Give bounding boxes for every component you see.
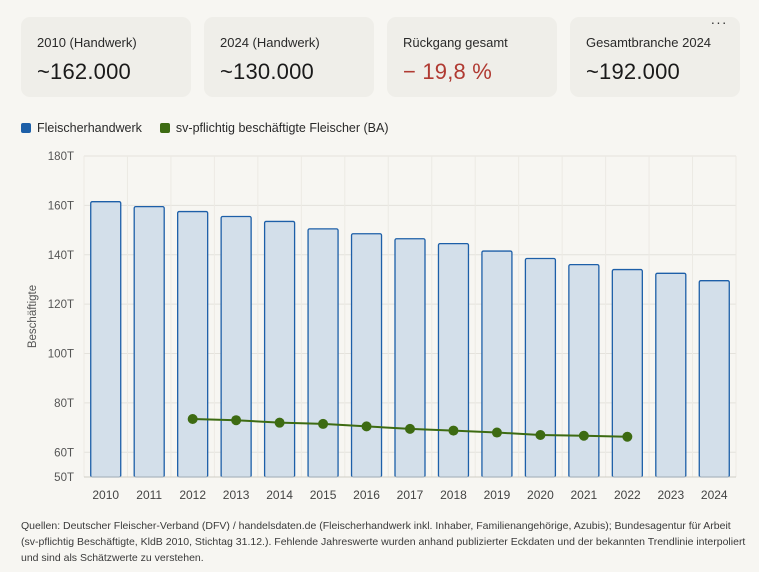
x-tick-label: 2010	[92, 488, 119, 502]
kpi-card-industry: ··· Gesamtbranche 2024 ~192.000	[570, 14, 740, 97]
x-tick-label: 2015	[310, 488, 337, 502]
kpi-label: 2024 (Handwerk)	[220, 35, 320, 50]
y-tick-label: 50T	[54, 472, 74, 484]
bar	[220, 215, 252, 478]
y-axis-label: Beschäftigte	[27, 285, 39, 348]
kpi-label: Rückgang gesamt	[403, 35, 508, 50]
line-point	[578, 430, 589, 441]
x-tick-label: 2022	[614, 488, 641, 502]
x-tick-label: 2019	[484, 488, 511, 502]
kpi-value: − 19,8 %	[403, 59, 493, 84]
x-tick-label: 2024	[701, 488, 728, 502]
y-tick-label: 100T	[48, 349, 74, 361]
employment-chart: 180T 160T 140T 120T 100T 80T 60T 50T Beschäftigt…	[27, 151, 737, 502]
legend-item-ba[interactable]: sv-pflichtig beschäftigte Fleischer (BA)	[159, 121, 389, 135]
y-tick-label: 60T	[54, 447, 74, 459]
x-tick-label: 2020	[527, 488, 554, 502]
bar	[350, 233, 383, 478]
bar	[524, 257, 557, 478]
kpi-card-decline: Rückgang gesamt − 19,8 %	[387, 17, 557, 97]
more-options-button[interactable]: ···	[710, 14, 728, 30]
line-point	[274, 417, 285, 428]
bar	[177, 210, 209, 478]
bar	[698, 280, 730, 478]
line-point	[318, 418, 329, 429]
line-point	[231, 415, 242, 426]
kpi-value: ~130.000	[220, 59, 314, 84]
line-point	[361, 421, 372, 432]
bar	[307, 228, 339, 478]
y-tick-label: 160T	[48, 200, 74, 212]
kpi-value: ~162.000	[37, 59, 131, 84]
line-point	[535, 430, 546, 441]
x-tick-label: 2014	[266, 488, 293, 502]
legend-label: Fleischerhandwerk	[37, 121, 142, 135]
bar	[481, 250, 513, 478]
x-tick-label: 2011	[136, 488, 162, 502]
bar	[263, 220, 296, 478]
chart-legend: Fleischerhandwerk sv-pflichtig beschäfti…	[21, 121, 407, 135]
kpi-card-2010: 2010 (Handwerk) ~162.000	[21, 17, 191, 97]
bar	[133, 205, 165, 478]
line-point	[491, 427, 502, 438]
source-footnote: Quellen: Deutscher Fleischer-Verband (DF…	[21, 520, 746, 564]
y-tick-label: 120T	[48, 299, 74, 311]
x-tick-label: 2016	[353, 488, 380, 502]
bar	[568, 263, 600, 478]
legend-swatch-ba	[159, 123, 170, 133]
line-point	[448, 425, 459, 436]
x-tick-label: 2023	[657, 488, 684, 502]
bar	[611, 268, 643, 478]
bar	[90, 201, 122, 478]
kpi-cards: 2010 (Handwerk) ~162.000 2024 (Handwerk)…	[21, 14, 740, 97]
legend-swatch-handwerk	[21, 123, 31, 133]
kpi-label: Gesamtbranche 2024	[586, 35, 712, 50]
line-point	[405, 423, 415, 434]
line-point	[187, 413, 198, 424]
bar	[394, 238, 426, 478]
kpi-label: 2010 (Handwerk)	[37, 35, 137, 50]
kpi-value: ~192.000	[586, 59, 680, 84]
legend-label: sv-pflichtig beschäftigte Fleischer (BA)	[175, 121, 389, 135]
x-tick-label: 2013	[223, 488, 250, 502]
line-point	[622, 431, 633, 442]
x-tick-label: 2012	[179, 488, 206, 502]
y-tick-label: 140T	[48, 250, 74, 262]
x-tick-label: 2017	[397, 488, 424, 502]
x-tick-label: 2021	[571, 488, 598, 502]
y-tick-label: 180T	[48, 151, 74, 163]
bar	[437, 243, 470, 478]
x-tick-label: 2018	[440, 488, 467, 502]
kpi-card-2024: 2024 (Handwerk) ~130.000	[204, 17, 374, 97]
legend-item-handwerk[interactable]: Fleischerhandwerk	[21, 121, 142, 135]
y-tick-label: 80T	[54, 398, 74, 410]
bar	[655, 272, 687, 478]
